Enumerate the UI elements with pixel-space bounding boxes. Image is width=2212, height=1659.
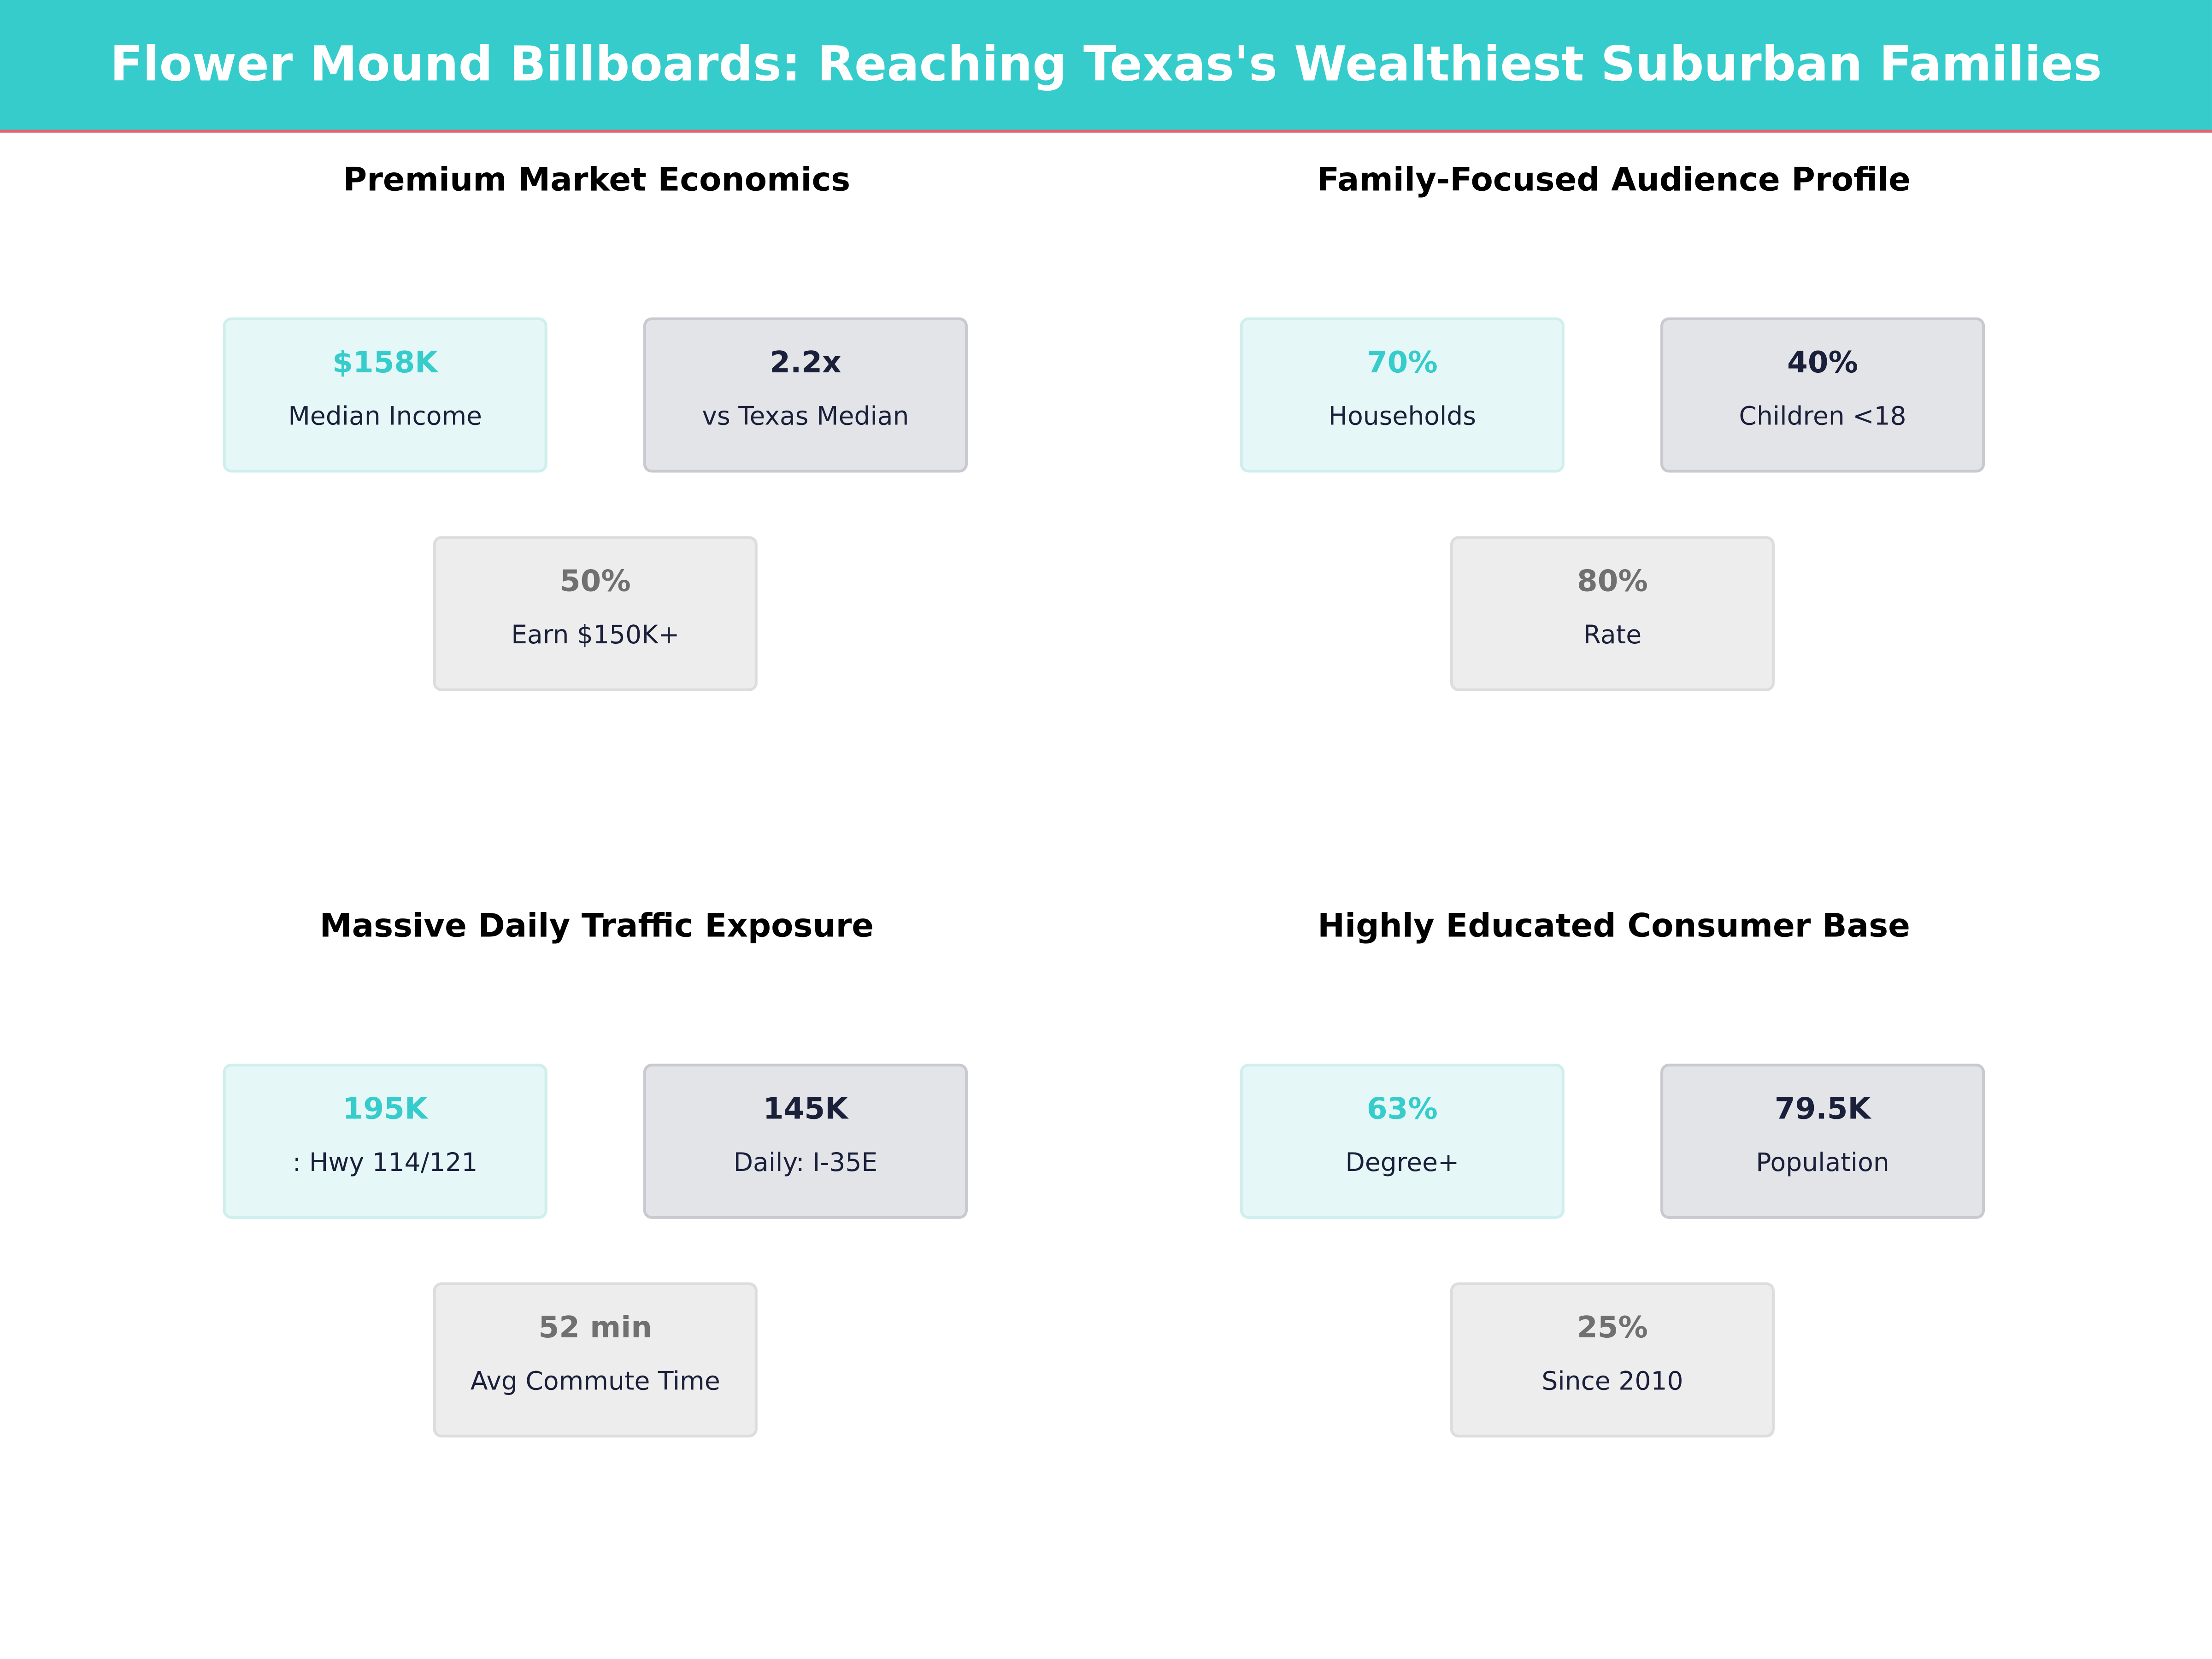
stat-card: 195K : Hwy 114/121	[223, 1064, 547, 1219]
stat-label: Children <18	[1739, 402, 1906, 432]
stat-card: 145K Daily: I-35E	[643, 1064, 968, 1219]
stat-card: $158K Median Income	[223, 317, 547, 473]
panel-title: Highly Educated Consumer Base	[1318, 908, 1910, 946]
stat-label: vs Texas Median	[702, 402, 909, 432]
stat-value: 52 min	[538, 1310, 653, 1345]
stat-value: 70%	[1366, 345, 1438, 380]
stat-label: Rate	[1583, 620, 1642, 651]
stat-value: 40%	[1787, 345, 1858, 380]
stat-card: 63% Degree+	[1240, 1064, 1565, 1219]
stat-value: 2.2x	[770, 345, 841, 380]
stat-value: 79.5K	[1774, 1092, 1871, 1126]
stat-value: 195K	[342, 1092, 428, 1126]
stat-card: 40% Children <18	[1660, 317, 1985, 473]
stat-card: 2.2x vs Texas Median	[643, 317, 968, 473]
stat-card: 25% Since 2010	[1450, 1282, 1775, 1438]
stat-label: Earn $150K+	[511, 620, 680, 651]
stat-value: 145K	[763, 1092, 848, 1126]
stat-label: Since 2010	[1541, 1367, 1683, 1397]
stat-value: 50%	[559, 564, 631, 598]
stat-label: : Hwy 114/121	[292, 1148, 478, 1178]
stat-label: Avg Commute Time	[470, 1367, 720, 1397]
stat-card: 70% Households	[1240, 317, 1565, 473]
stat-card: 52 min Avg Commute Time	[433, 1282, 758, 1438]
stat-value: 25%	[1577, 1310, 1648, 1345]
stat-value: $158K	[332, 345, 438, 380]
stat-card: 80% Rate	[1450, 536, 1775, 691]
header-banner: Flower Mound Billboards: Reaching Texas'…	[0, 0, 2212, 133]
stat-card: 79.5K Population	[1660, 1064, 1985, 1219]
stat-label: Households	[1328, 402, 1476, 432]
page-title: Flower Mound Billboards: Reaching Texas'…	[110, 36, 2102, 94]
panel-title: Family-Focused Audience Profile	[1317, 162, 1911, 199]
stat-label: Population	[1756, 1148, 1889, 1178]
panel-title: Massive Daily Traffic Exposure	[319, 908, 874, 946]
stat-value: 63%	[1366, 1092, 1438, 1126]
stat-label: Median Income	[288, 402, 482, 432]
stat-card: 50% Earn $150K+	[433, 536, 758, 691]
panel-title: Premium Market Economics	[343, 162, 851, 199]
stat-value: 80%	[1577, 564, 1648, 598]
stat-label: Degree+	[1345, 1148, 1459, 1178]
stat-label: Daily: I-35E	[733, 1148, 878, 1178]
